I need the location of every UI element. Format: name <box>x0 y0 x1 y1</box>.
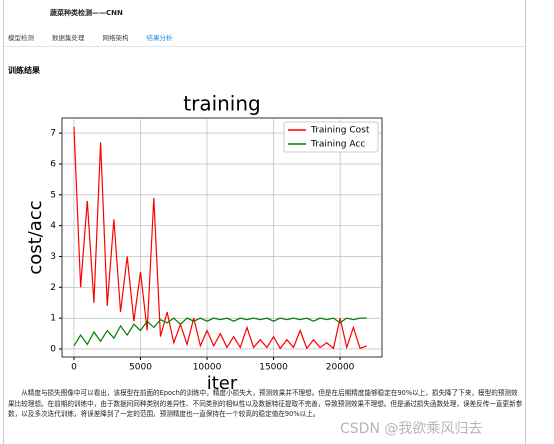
chart-title: training <box>183 92 260 116</box>
legend-label: Training Cost <box>310 126 370 136</box>
series-line <box>73 317 367 347</box>
section-title: 训练结果 <box>8 66 40 75</box>
tab[interactable]: 网络架构 <box>102 34 129 42</box>
y-tick-label: 7 <box>50 129 56 139</box>
y-tick-label: 0 <box>50 344 56 354</box>
y-tick-label: 4 <box>50 221 56 231</box>
plot-area <box>61 117 383 358</box>
y-tick-label: 2 <box>50 283 56 293</box>
x-tick-label: 10000 <box>193 363 222 373</box>
y-axis-label: cost/acc <box>25 200 46 274</box>
tab[interactable]: 模型检测 <box>8 34 34 42</box>
y-tick-label: 5 <box>50 190 56 200</box>
legend-label: Training Acc <box>310 140 365 150</box>
series-line <box>73 126 367 350</box>
legend-box <box>283 121 379 153</box>
tab[interactable]: 数据集处理 <box>52 34 85 42</box>
y-tick-label: 1 <box>50 314 56 324</box>
border <box>3 0 4 444</box>
x-tick-label: 15000 <box>259 363 288 373</box>
x-axis-label: iter <box>207 373 238 394</box>
y-tick-label: 6 <box>50 159 56 169</box>
description: 从精度与损失图像中可以看出，该模型在前面的Epoch的训练中，精度小损失大，预测… <box>8 389 523 418</box>
y-tick-label: 3 <box>50 252 56 262</box>
x-tick-label: 0 <box>71 363 77 373</box>
x-tick-label: 5000 <box>129 363 152 373</box>
border <box>525 0 526 444</box>
app-title: 蔬菜种类检测——CNN <box>50 9 123 17</box>
divider <box>4 46 525 47</box>
watermark: CSDN @我欲乘风归去 <box>340 421 483 437</box>
x-tick-label: 20000 <box>326 363 355 373</box>
